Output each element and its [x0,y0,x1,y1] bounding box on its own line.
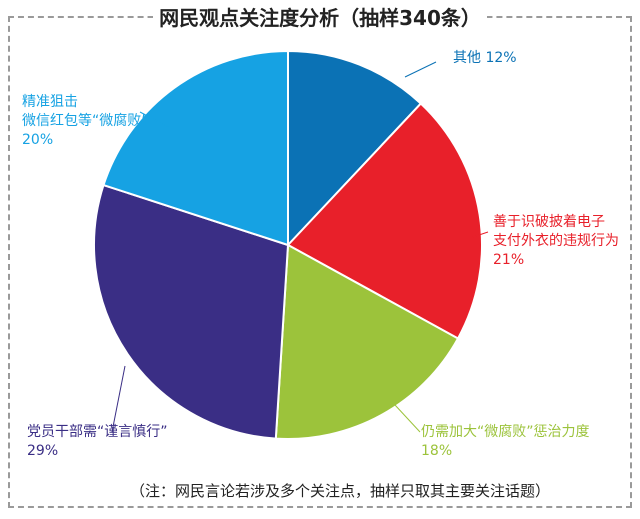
slice-label-1-line-0: 善于识破披着电子 [493,214,605,230]
pie-slice-1 [286,102,483,340]
leader-line-3 [111,365,126,433]
slice-label-2: 仍需加大“微腐败”惩治力度 18% [421,423,590,461]
leader-line-0 [404,61,437,78]
slice-label-3: 党员干部需“谨言慎行” 29% [27,423,168,461]
chart-title: 网民观点关注度分析（抽样340条） [0,2,640,31]
slice-label-2-line-0: 仍需加大“微腐败”惩治力度 [421,424,590,440]
pie-slice-2 [274,243,460,441]
slice-label-1: 善于识破披着电子 支付外衣的违规行为 21% [493,213,619,270]
pie-slice-4 [102,49,289,247]
slice-label-1-line-1: 支付外衣的违规行为 [493,233,619,249]
pie-slice-0 [287,49,423,248]
leader-line-4 [139,111,171,129]
slice-label-4-line-1: 微信红包等“微腐败” [22,113,149,129]
slice-label-4-line-0: 精准狙击 [22,94,78,110]
slice-label-2-line-1: 18% [421,443,453,459]
pie-slice-3 [93,183,290,440]
leader-line-2 [394,404,421,433]
slice-label-3-line-0: 党员干部需“谨言慎行” [27,424,168,440]
slice-label-4-line-2: 20% [22,132,54,148]
slice-label-1-line-2: 21% [493,252,525,268]
slice-label-4: 精准狙击微信红包等“微腐败” 20% [22,93,149,150]
chart-note: （注：网民言论若涉及多个关注点，抽样只取其主要关注话题） [130,482,551,500]
chart-title-text: 网民观点关注度分析（抽样340条） [153,6,487,30]
leader-line-1 [469,231,489,239]
slice-label-0: 其他 12% [453,49,517,68]
slice-label-3-line-1: 29% [27,443,59,459]
slice-label-0-line-0: 其他 12% [453,50,517,66]
